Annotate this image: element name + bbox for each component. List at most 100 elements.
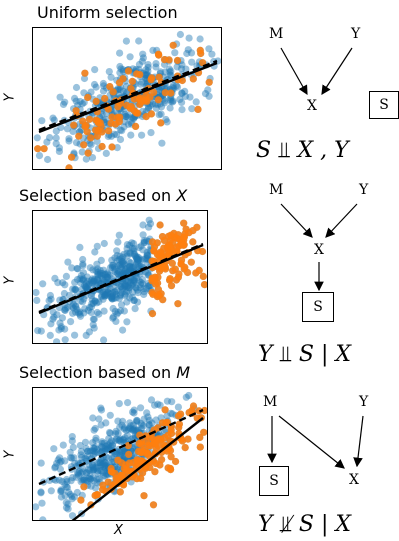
population-point [110, 283, 118, 291]
population-point [95, 415, 103, 423]
population-point [123, 252, 131, 260]
population-point [128, 244, 137, 253]
population-point [99, 460, 108, 468]
selected-point [98, 142, 106, 151]
population-point [115, 294, 123, 302]
population-point [53, 338, 61, 343]
population-point [62, 483, 70, 491]
population-point [119, 284, 127, 292]
population-point [188, 105, 196, 113]
population-point [61, 306, 69, 314]
population-point [108, 441, 116, 449]
population-point [126, 424, 134, 432]
population-point [101, 458, 109, 466]
panel-3-x-axis-label: X [114, 523, 123, 538]
population-point [105, 68, 113, 76]
population-point [85, 328, 93, 336]
selected-point [164, 431, 172, 439]
population-point [79, 262, 87, 270]
population-point [96, 459, 104, 467]
population-point [94, 270, 102, 279]
population-point [99, 79, 107, 88]
population-point [117, 263, 125, 271]
population-point [135, 256, 143, 264]
population-point [119, 417, 127, 425]
population-point [113, 257, 121, 265]
population-point [93, 242, 101, 250]
population-point [126, 241, 134, 249]
population-point [130, 277, 138, 285]
population-point [99, 87, 108, 95]
population-point [61, 325, 69, 333]
population-point [136, 284, 144, 292]
population-point [120, 123, 128, 131]
population-point [49, 315, 57, 323]
population-point [72, 286, 80, 294]
population-point [116, 423, 124, 431]
selected-point [65, 164, 73, 169]
population-point [118, 270, 126, 278]
population-point [57, 457, 65, 465]
population-point [93, 464, 101, 472]
population-fit-line [38, 408, 204, 486]
population-point [109, 314, 117, 322]
dag-uniform: M Y X [269, 26, 361, 114]
population-point [119, 253, 127, 262]
population-point [61, 281, 69, 289]
population-point [182, 65, 190, 73]
population-point [144, 105, 152, 113]
population-point [90, 466, 98, 474]
population-point [76, 97, 84, 106]
population-point [89, 466, 97, 474]
selected-point [170, 229, 178, 237]
scatter-select-x-svg [33, 216, 207, 343]
population-point [166, 68, 174, 76]
population-point [76, 312, 85, 320]
population-point [79, 464, 87, 473]
population-point [52, 134, 60, 142]
population-point [101, 459, 109, 467]
selected-point [105, 127, 113, 135]
population-point [73, 488, 81, 497]
selected-point [151, 468, 159, 476]
population-point [88, 447, 96, 455]
population-point [55, 476, 63, 484]
population-point [101, 464, 109, 472]
population-point [69, 127, 77, 135]
population-point [65, 291, 74, 299]
population-point [46, 134, 54, 142]
population-point [112, 290, 120, 298]
population-point [82, 283, 90, 291]
population-point [80, 309, 88, 317]
selected-point [97, 122, 105, 130]
selected-point [184, 435, 192, 443]
population-point [84, 306, 92, 314]
population-point [128, 114, 136, 122]
population-point [114, 417, 122, 425]
population-point [33, 288, 40, 297]
selected-point [188, 406, 196, 415]
population-point [109, 304, 117, 313]
population-point [96, 271, 104, 279]
population-point [121, 118, 129, 126]
population-point [119, 257, 127, 266]
population-point [111, 267, 119, 276]
selected-point [158, 456, 166, 464]
population-point [140, 237, 148, 245]
selected-point [161, 406, 169, 414]
population-point [76, 243, 84, 251]
population-point [169, 98, 177, 106]
selected-point [195, 407, 203, 415]
population-point [116, 292, 124, 300]
selected-point [116, 488, 124, 496]
population-point [129, 279, 138, 287]
population-point [89, 439, 97, 447]
population-point [71, 286, 79, 294]
selected-point [92, 97, 100, 105]
population-point [140, 415, 148, 423]
population-point [57, 323, 65, 331]
population-point [89, 266, 97, 274]
population-point [155, 86, 164, 94]
population-point [93, 308, 101, 317]
population-point [49, 114, 57, 122]
